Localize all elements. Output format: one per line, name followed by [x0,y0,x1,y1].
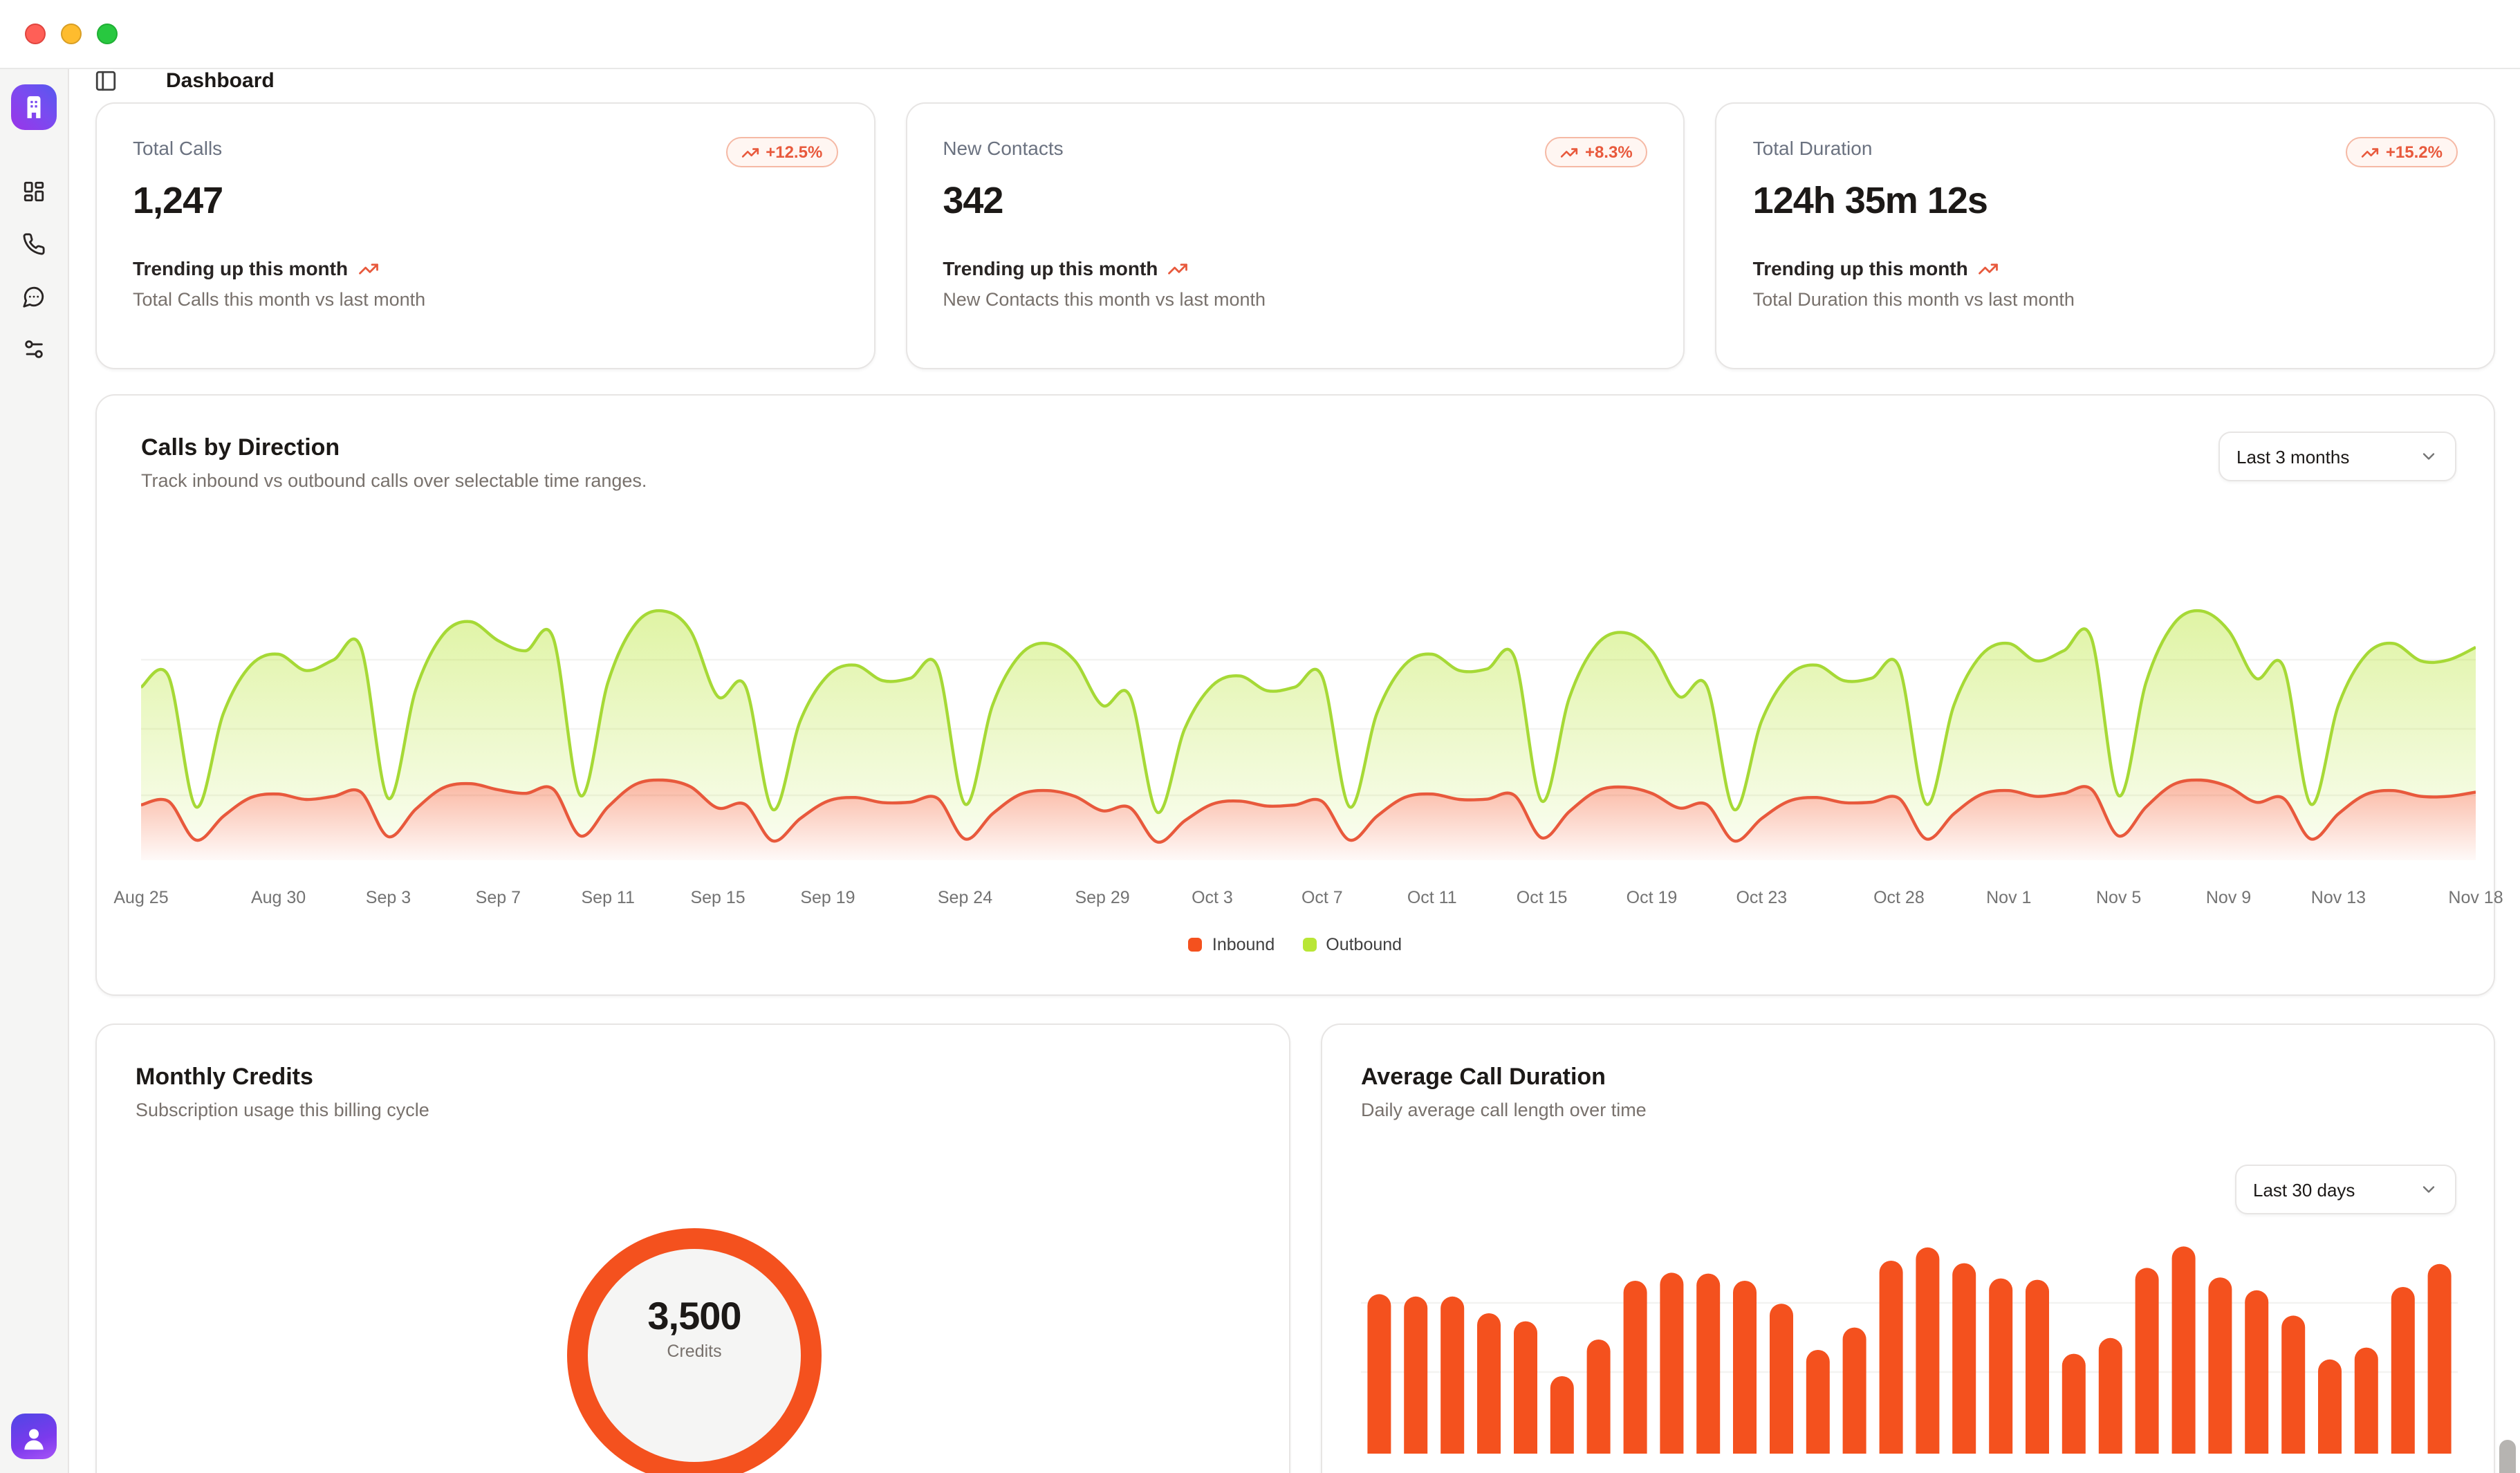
calls-area-chart[interactable] [141,520,2476,860]
chart-legend: Inbound Outbound [97,935,2494,954]
sidebar-item-dashboard[interactable] [22,180,46,203]
legend-swatch [1188,938,1203,952]
credits-value: 3,500 [647,1295,741,1337]
stat-title: Total Calls [133,137,223,159]
x-axis-tick: Sep 7 [475,888,521,907]
x-axis-tick: Oct 11 [1407,888,1457,907]
legend-swatch [1302,938,1317,952]
stat-card-new-contacts: New Contacts +8.3% 342 Trending up this … [905,102,1685,369]
legend-item-inbound: Inbound [1188,935,1275,954]
stat-description: Total Duration this month vs last month [1752,289,2075,310]
credits-ring-label: 3,500 Credits [567,1295,822,1361]
card-subtitle: Subscription usage this billing cycle [136,1100,429,1120]
x-axis-tick: Nov 1 [1986,888,2032,907]
stat-card-total-calls: Total Calls +12.5% 1,247 Trending up thi… [95,102,875,369]
x-axis-tick: Oct 28 [1873,888,1925,907]
stat-value: 124h 35m 12s [1752,180,1988,221]
trending-up-icon [1560,147,1578,157]
stat-value: 342 [943,180,1003,221]
trending-up-icon [1978,263,1998,274]
zoom-window-button[interactable] [97,24,118,44]
trending-up-icon [1168,263,1188,274]
stat-description: New Contacts this month vs last month [943,289,1266,310]
trending-up-icon [2361,147,2379,157]
trend-badge: +8.3% [1544,137,1648,167]
sidebar-nav [22,180,46,361]
legend-label: Outbound [1326,935,1402,954]
legend-item-outbound: Outbound [1302,935,1402,954]
stat-title: New Contacts [943,137,1064,159]
x-axis-tick: Aug 30 [250,888,306,907]
app-logo[interactable] [11,84,57,130]
trend-badge: +15.2% [2345,137,2458,167]
stat-trend-label: Trending up this month [943,257,1158,279]
traffic-lights [25,24,118,44]
stat-card-total-duration: Total Duration +15.2% 124h 35m 12s Trend… [1715,102,2495,369]
x-axis-tick-labels: Aug 25 Aug 30 Sep 3 Sep 7 Sep 11 Sep 15 Sep 19… [113,888,2503,910]
trending-up-icon [741,147,759,157]
user-icon [24,1429,44,1450]
time-range-value: Last 3 months [2236,446,2350,467]
chart-title: Calls by Direction [141,434,340,461]
chevron-down-icon [2422,1186,2435,1193]
stat-value: 1,247 [133,180,223,221]
card-title: Average Call Duration [1361,1064,1606,1090]
x-axis-tick: Sep 3 [365,888,411,907]
x-axis-tick: Oct 23 [1736,888,1788,907]
card-subtitle: Daily average call length over time [1361,1100,1647,1120]
duration-bar-chart[interactable] [1361,1219,2458,1454]
time-range-select[interactable]: Last 3 months [2218,432,2456,481]
sidebar-item-calls[interactable] [22,232,46,256]
x-axis-tick: Oct 15 [1516,888,1568,907]
legend-label: Inbound [1212,935,1275,954]
x-axis-tick: Aug 25 [113,888,169,907]
x-axis-tick: Nov 5 [2096,888,2142,907]
chevron-down-icon [2422,453,2435,460]
trend-badge: +12.5% [725,137,838,167]
x-axis-tick: Nov 13 [2310,888,2366,907]
credits-unit: Credits [667,1342,722,1361]
sidebar-item-settings[interactable] [22,337,46,361]
x-axis-tick: Sep 15 [690,888,745,907]
x-axis-tick: Sep 24 [937,888,993,907]
page-header: Dashboard [69,69,2520,93]
stat-cards-row: Total Calls +12.5% 1,247 Trending up thi… [95,102,2495,369]
stat-trend-label: Trending up this month [133,257,349,279]
time-range-select[interactable]: Last 30 days [2235,1165,2456,1214]
x-axis-tick: Sep 11 [581,888,635,907]
x-axis-tick: Oct 7 [1301,888,1343,907]
page-title: Dashboard [166,69,275,93]
x-axis-tick: Sep 19 [800,888,855,907]
calls-by-direction-card: Calls by Direction Track inbound vs outb… [95,394,2503,996]
minimize-window-button[interactable] [61,24,82,44]
x-axis-tick: Oct 19 [1626,888,1678,907]
user-avatar[interactable] [11,1414,57,1459]
trend-badge-value: +15.2% [2385,142,2443,162]
stat-description: Total Calls this month vs last month [133,289,426,310]
window-titlebar [0,0,2520,69]
average-call-duration-card: Average Call Duration Daily average call… [1321,1023,2495,1473]
stat-title: Total Duration [1752,137,1873,159]
x-axis-tick: Oct 3 [1192,888,1233,907]
trend-badge-value: +12.5% [766,142,823,162]
monthly-credits-card: Monthly Credits Subscription usage this … [95,1023,1290,1473]
trending-up-icon [358,263,378,274]
close-window-button[interactable] [25,24,46,44]
x-axis-tick: Sep 29 [1075,888,1130,907]
panel-left-icon[interactable] [94,69,118,93]
sidebar [0,69,69,1473]
trend-badge-value: +8.3% [1584,142,1633,162]
stat-trend-label: Trending up this month [1752,257,1968,279]
card-title: Monthly Credits [136,1064,313,1090]
sidebar-item-messages[interactable] [22,285,46,308]
x-axis-tick: Nov 18 [2448,888,2503,907]
x-axis-tick: Nov 9 [2205,888,2252,907]
time-range-value: Last 30 days [2253,1179,2355,1200]
chart-subtitle: Track inbound vs outbound calls over sel… [141,470,647,491]
building-icon [27,96,41,118]
vertical-scrollbar-thumb[interactable] [2499,1440,2516,1473]
